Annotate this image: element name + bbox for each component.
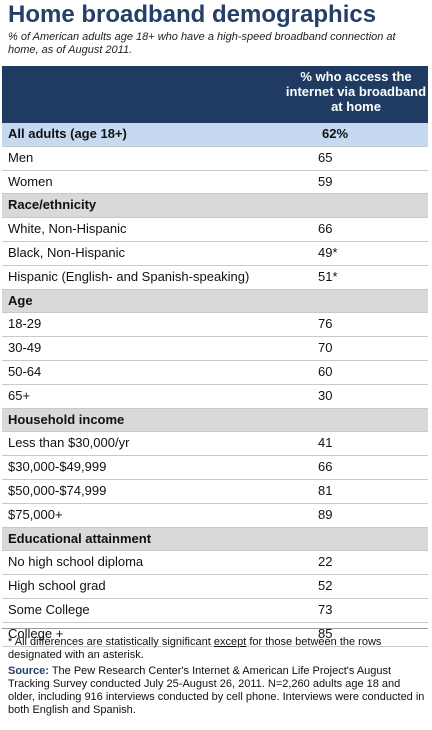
table-row: College + 85 — [2, 623, 428, 647]
row-value: 85 — [318, 625, 333, 641]
row-value: 51* — [318, 268, 338, 284]
row-label: Black, Non-Hispanic — [8, 244, 126, 260]
row-label: All adults (age 18+) — [8, 126, 127, 141]
table-row: Women 59 — [2, 171, 428, 195]
row-value: 41 — [318, 435, 333, 451]
row-label: Household income — [8, 411, 125, 427]
section-header-row: Household income — [2, 408, 428, 433]
table-row: $75,000+ 89 — [2, 504, 428, 528]
table-row: Some College 73 — [2, 599, 428, 623]
row-value: 66 — [318, 459, 333, 475]
table-row: Men 65 — [2, 147, 428, 171]
footnotes: * All differences are statistically sign… — [8, 636, 426, 717]
note-text-underlined: except — [213, 636, 247, 648]
table-header: % who access the internet via broadband … — [2, 66, 428, 123]
row-label: 30-49 — [8, 340, 42, 356]
table-row: Black, Non-Hispanic 49* — [2, 242, 428, 266]
row-label: High school grad — [8, 578, 106, 594]
table-row: White, Non-Hispanic 66 — [2, 218, 428, 242]
page-title: Home broadband demographics — [8, 1, 377, 28]
row-label: Educational attainment — [8, 530, 152, 546]
row-label: 18-29 — [8, 316, 42, 332]
row-label: Hispanic (English- and Spanish-speaking) — [8, 268, 250, 284]
note-text-after: for those between the rows designated wi… — [8, 636, 382, 661]
table-row: $30,000-$49,999 66 — [2, 456, 428, 480]
data-table: All adults (age 18+) 62% Men 65 Women 59 Race/… — [2, 123, 428, 647]
section-header-row: Age — [2, 289, 428, 314]
table-row: High school grad 52 — [2, 575, 428, 599]
source-text: The Pew Research Center's Internet & Ame… — [8, 665, 425, 716]
row-label: $50,000-$74,999 — [8, 482, 107, 498]
section-header-row: Educational attainment — [2, 527, 428, 552]
summary-row: All adults (age 18+) 62% — [2, 123, 428, 147]
table-row: Hispanic (English- and Spanish-speaking)… — [2, 266, 428, 290]
row-label: Women — [8, 173, 53, 189]
row-label: Men — [8, 149, 34, 165]
source-note: Source: The Pew Research Center's Intern… — [8, 665, 426, 717]
row-value: 30 — [318, 387, 333, 403]
section-header-row: Race/ethnicity — [2, 194, 428, 219]
table-row: No high school diploma 22 — [2, 551, 428, 576]
row-value: 59 — [318, 173, 333, 189]
row-value: 66 — [318, 221, 333, 237]
row-label: Race/ethnicity — [8, 197, 97, 213]
row-value: 76 — [318, 316, 333, 332]
table-row: 18-29 76 — [2, 313, 428, 338]
row-value: 70 — [318, 340, 333, 356]
row-value: 81 — [318, 482, 333, 498]
footer-divider — [2, 628, 428, 629]
page-subtitle: % of American adults age 18+ who have a … — [8, 31, 396, 56]
note-text-before: * All differences are statistically sign… — [8, 636, 214, 648]
table-row: $50,000-$74,999 81 — [2, 480, 428, 504]
source-label: Source: — [8, 665, 49, 677]
row-value: 73 — [318, 601, 333, 617]
row-label: Some College — [8, 601, 90, 617]
table-row: 65+ 30 — [2, 385, 428, 409]
row-label: Less than $30,000/yr — [8, 435, 130, 451]
row-label: 65+ — [8, 387, 31, 403]
row-label: No high school diploma — [8, 554, 144, 570]
column-header: % who access the internet via broadband … — [285, 69, 427, 114]
row-label: 50-64 — [8, 363, 42, 379]
row-label: Age — [8, 292, 33, 308]
table-row: 50-64 60 — [2, 361, 428, 385]
row-label: White, Non-Hispanic — [8, 221, 127, 237]
row-value: 49* — [318, 244, 338, 260]
row-value: 62% — [322, 126, 349, 141]
table-row: 30-49 70 — [2, 337, 428, 361]
row-value: 65 — [318, 149, 333, 165]
row-label: $30,000-$49,999 — [8, 459, 107, 475]
significance-note: * All differences are statistically sign… — [8, 636, 426, 662]
row-value: 52 — [318, 578, 333, 594]
row-value: 89 — [318, 506, 333, 522]
row-value: 60 — [318, 363, 333, 379]
table-row: Less than $30,000/yr 41 — [2, 432, 428, 457]
row-value: 22 — [318, 554, 333, 570]
row-label: $75,000+ — [8, 506, 63, 522]
row-label: College + — [8, 625, 64, 641]
